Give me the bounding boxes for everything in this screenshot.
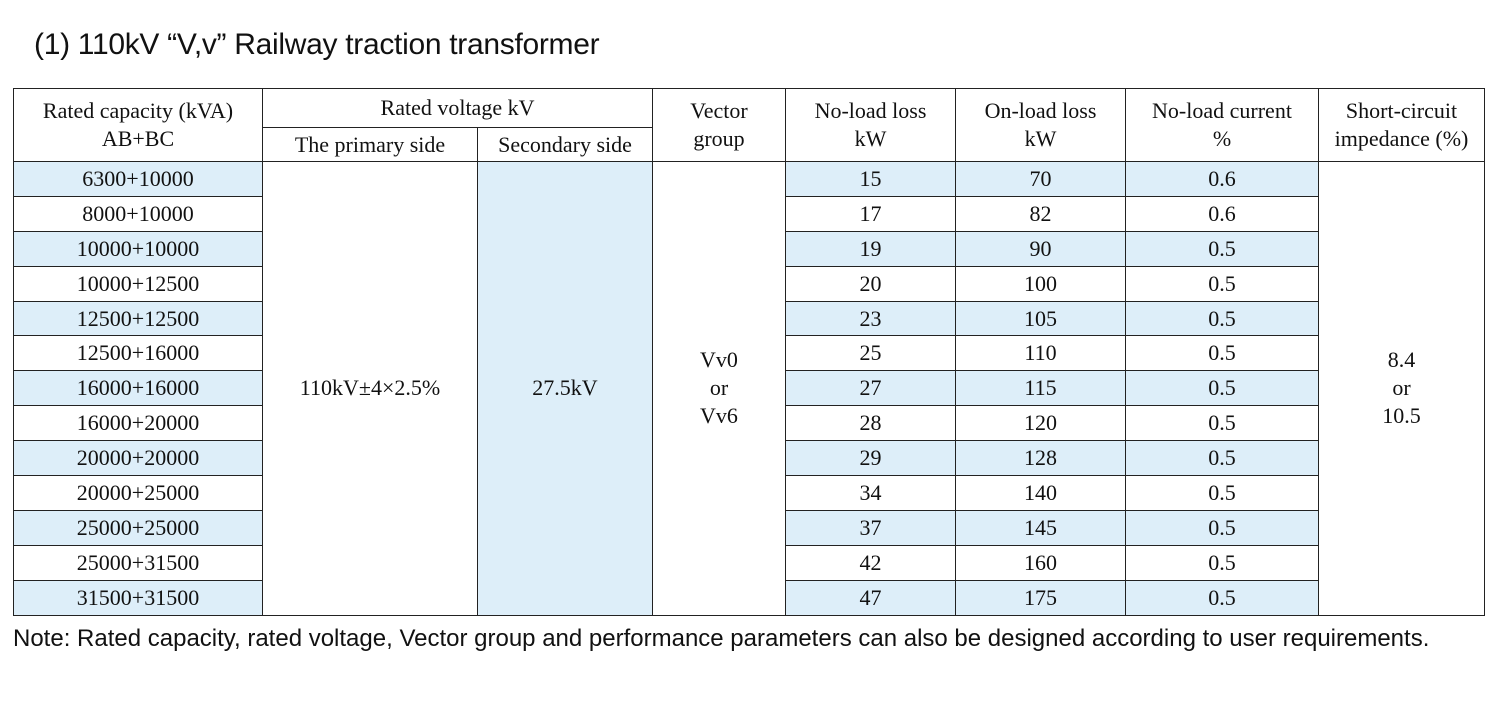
table-row: 20000+20000 29 128 0.5 — [13, 440, 1485, 477]
cell-on-load-loss: 140 — [955, 475, 1126, 511]
table-body: 6300+10000 110kV±4×2.5% 27.5kV Vv0 or Vv6 15 70… — [13, 161, 1485, 616]
cell-rated-capacity: 6300+10000 — [13, 161, 263, 197]
table-row: 12500+16000 25 110 0.5 — [13, 335, 1485, 372]
table-row: 31500+31500 47 175 0.5 — [13, 579, 1485, 616]
table-row: 16000+20000 28 120 0.5 — [13, 405, 1485, 442]
cell-rated-capacity: 12500+12500 — [13, 300, 263, 337]
cell-rated-capacity: 10000+12500 — [13, 265, 263, 302]
impedance-line: 8.4 — [1387, 347, 1416, 373]
table-row: 10000+12500 20 100 0.5 — [13, 265, 1485, 302]
cell-primary-voltage: 110kV±4×2.5% — [262, 161, 478, 616]
vector-group-line: Vv0 — [700, 347, 738, 373]
cell-no-load-current: 0.5 — [1125, 440, 1319, 477]
table-row: 6300+10000 110kV±4×2.5% 27.5kV Vv0 or Vv6 15 70… — [13, 161, 1485, 616]
cell-no-load-loss: 20 — [785, 265, 956, 302]
cell-no-load-current: 0.5 — [1125, 370, 1319, 407]
cell-on-load-loss: 120 — [955, 405, 1126, 442]
cell-short-circuit-impedance: 8.4 or 10.5 — [1318, 161, 1485, 616]
cell-no-load-loss: 15 — [785, 161, 956, 197]
cell-on-load-loss: 175 — [955, 579, 1126, 616]
cell-no-load-loss: 37 — [785, 509, 956, 546]
cell-no-load-current: 0.6 — [1125, 161, 1319, 197]
impedance-line: 10.5 — [1382, 403, 1421, 429]
header-secondary-side: Secondary side — [477, 127, 653, 162]
cell-on-load-loss: 160 — [955, 544, 1126, 581]
cell-on-load-loss: 82 — [955, 195, 1126, 232]
header-no-load-current: No-load current % — [1125, 88, 1319, 162]
header-short-circuit-impedance: Short-circuit impedance (%) — [1318, 88, 1485, 162]
header-rated-capacity: Rated capacity (kVA) AB+BC — [13, 88, 263, 162]
cell-rated-capacity: 25000+25000 — [13, 509, 263, 546]
cell-on-load-loss: 110 — [955, 335, 1126, 372]
cell-no-load-loss: 17 — [785, 195, 956, 232]
cell-vector-group: Vv0 or Vv6 — [652, 161, 786, 616]
table-row: 12500+12500 23 105 0.5 — [13, 300, 1485, 337]
cell-no-load-loss: 34 — [785, 475, 956, 511]
cell-no-load-current: 0.5 — [1125, 230, 1319, 267]
cell-no-load-current: 0.5 — [1125, 509, 1319, 546]
cell-rated-capacity: 31500+31500 — [13, 579, 263, 616]
cell-no-load-loss: 47 — [785, 579, 956, 616]
cell-on-load-loss: 90 — [955, 230, 1126, 267]
header-no-load-loss: No-load loss kW — [785, 88, 956, 162]
header-primary-side: The primary side — [262, 127, 478, 162]
cell-rated-capacity: 10000+10000 — [13, 230, 263, 267]
footnote: Note: Rated capacity, rated voltage, Vec… — [13, 625, 1430, 652]
cell-rated-capacity: 12500+16000 — [13, 335, 263, 372]
cell-rated-capacity: 16000+16000 — [13, 370, 263, 407]
cell-no-load-loss: 28 — [785, 405, 956, 442]
header-vector-group: Vector group — [652, 88, 786, 162]
cell-no-load-loss: 42 — [785, 544, 956, 581]
cell-on-load-loss: 70 — [955, 161, 1126, 197]
table-row: 20000+25000 34 140 0.5 — [13, 475, 1485, 511]
cell-no-load-loss: 27 — [785, 370, 956, 407]
cell-no-load-loss: 23 — [785, 300, 956, 337]
header-on-load-loss: On-load loss kW — [955, 88, 1126, 162]
impedance-line: or — [1392, 375, 1411, 401]
cell-no-load-loss: 19 — [785, 230, 956, 267]
cell-rated-capacity: 8000+10000 — [13, 195, 263, 232]
cell-no-load-current: 0.5 — [1125, 335, 1319, 372]
cell-on-load-loss: 128 — [955, 440, 1126, 477]
cell-no-load-current: 0.5 — [1125, 405, 1319, 442]
table-row: 25000+25000 37 145 0.5 — [13, 509, 1485, 546]
cell-no-load-current: 0.6 — [1125, 195, 1319, 232]
cell-on-load-loss: 145 — [955, 509, 1126, 546]
cell-rated-capacity: 20000+25000 — [13, 475, 263, 511]
vector-group-line: Vv6 — [700, 403, 738, 429]
cell-rated-capacity: 20000+20000 — [13, 440, 263, 477]
cell-secondary-voltage: 27.5kV — [477, 161, 653, 616]
header-rated-voltage: Rated voltage kV — [262, 88, 653, 128]
table-row: 8000+10000 17 82 0.6 — [13, 195, 1485, 232]
cell-no-load-loss: 25 — [785, 335, 956, 372]
page-title: (1) 110kV “V,v” Railway traction transfo… — [34, 28, 600, 61]
cell-no-load-current: 0.5 — [1125, 475, 1319, 511]
cell-no-load-current: 0.5 — [1125, 579, 1319, 616]
cell-no-load-current: 0.5 — [1125, 265, 1319, 302]
cell-rated-capacity: 25000+31500 — [13, 544, 263, 581]
cell-no-load-loss: 29 — [785, 440, 956, 477]
cell-no-load-current: 0.5 — [1125, 300, 1319, 337]
cell-rated-capacity: 16000+20000 — [13, 405, 263, 442]
cell-on-load-loss: 115 — [955, 370, 1126, 407]
table-row: 10000+10000 19 90 0.5 — [13, 230, 1485, 267]
cell-on-load-loss: 105 — [955, 300, 1126, 337]
vector-group-line: or — [709, 375, 729, 401]
transformer-spec-table: Rated capacity (kVA) AB+BC Rated voltage… — [13, 88, 1485, 616]
cell-on-load-loss: 100 — [955, 265, 1126, 302]
cell-no-load-current: 0.5 — [1125, 544, 1319, 581]
